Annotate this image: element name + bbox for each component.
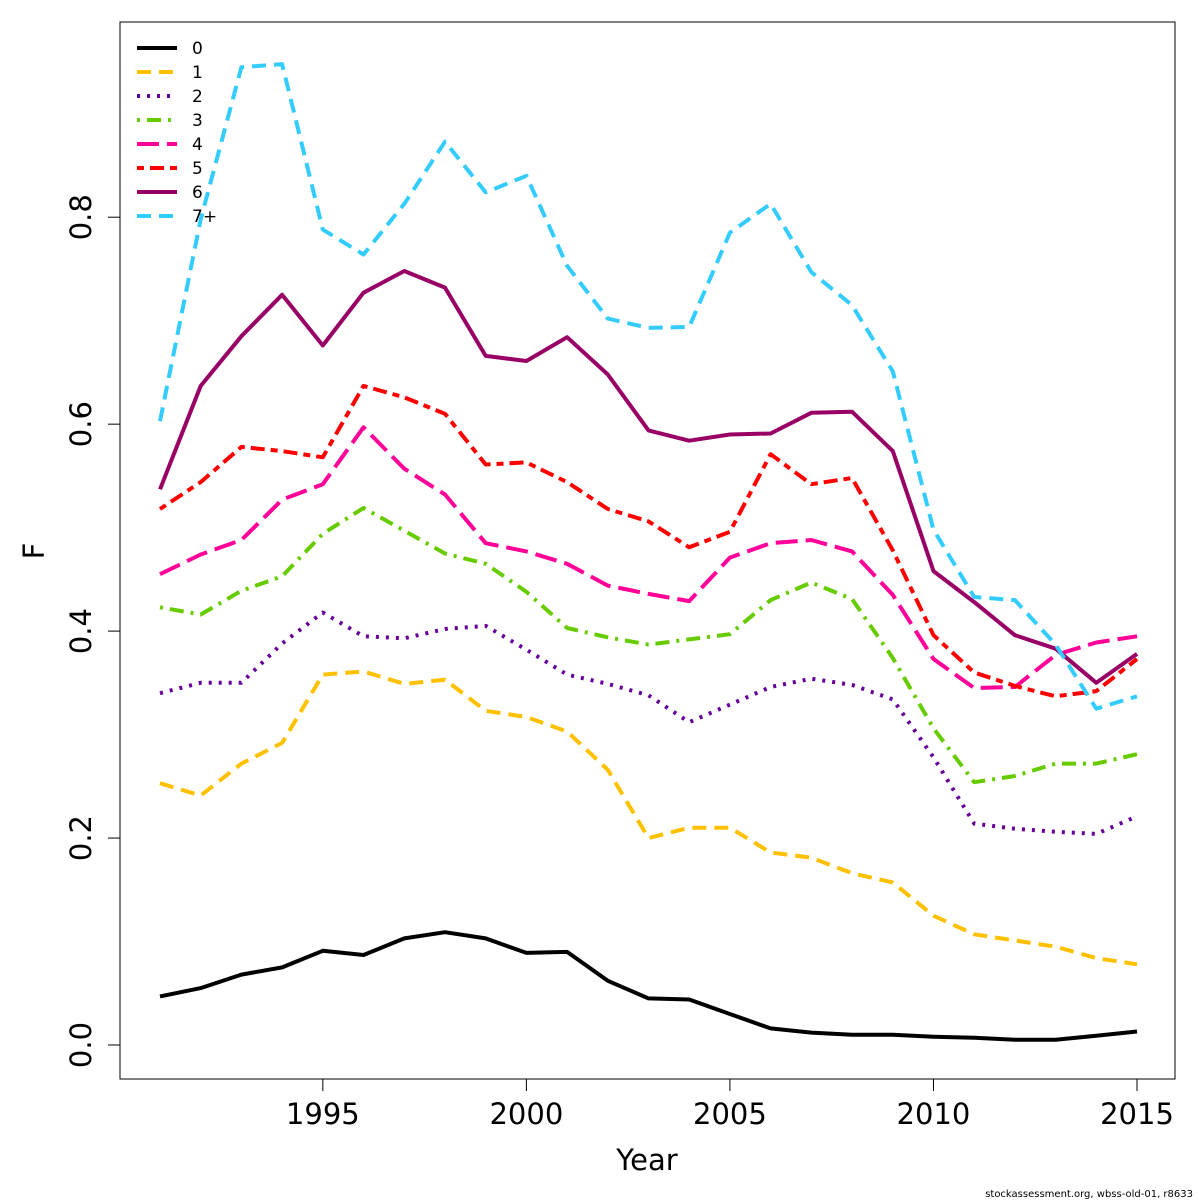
x-tick-label: 2005: [693, 1097, 767, 1131]
y-axis-title: F: [17, 543, 51, 560]
legend: 0 1 2 3 4 5 6 7+: [137, 39, 217, 227]
y-axis: 0.0 0.2 0.4 0.6 0.8: [64, 194, 121, 1068]
footer-note: stockassessment.org, wbss-old-01, r8633: [985, 1189, 1193, 1200]
y-tick-label: 0.6: [64, 401, 98, 447]
series-line-3: [159, 506, 1138, 785]
series-line-2: [159, 610, 1138, 836]
series-line-0: [159, 930, 1138, 1042]
series-line-6: [158, 269, 1139, 685]
series-line-5: [158, 383, 1139, 699]
y-tick-label: 0.4: [64, 608, 98, 654]
y-tick-label: 0.0: [64, 1022, 98, 1068]
y-tick-label: 0.8: [64, 194, 98, 240]
legend-label: 5: [192, 159, 203, 179]
legend-label: 2: [192, 87, 203, 107]
series-layer: [158, 62, 1139, 1042]
series-line-4: [159, 425, 1138, 690]
x-tick-label: 2000: [489, 1097, 563, 1131]
legend-label: 0: [192, 39, 203, 59]
series-line-1: [159, 669, 1138, 967]
legend-label: 1: [192, 63, 203, 83]
legend-label: 4: [192, 135, 203, 155]
plot-frame: [119, 21, 1176, 1080]
x-axis-title: Year: [615, 1143, 677, 1177]
x-axis: 1995 2000 2005 2010 2015: [286, 1078, 1174, 1131]
x-tick-label: 2010: [897, 1097, 971, 1131]
legend-label: 6: [192, 183, 203, 203]
y-tick-label: 0.2: [64, 815, 98, 861]
legend-label: 3: [192, 111, 203, 131]
legend-label: 7+: [192, 207, 217, 227]
x-tick-label: 1995: [286, 1097, 360, 1131]
x-tick-label: 2015: [1100, 1097, 1174, 1131]
series-line-7plus: [158, 62, 1138, 711]
